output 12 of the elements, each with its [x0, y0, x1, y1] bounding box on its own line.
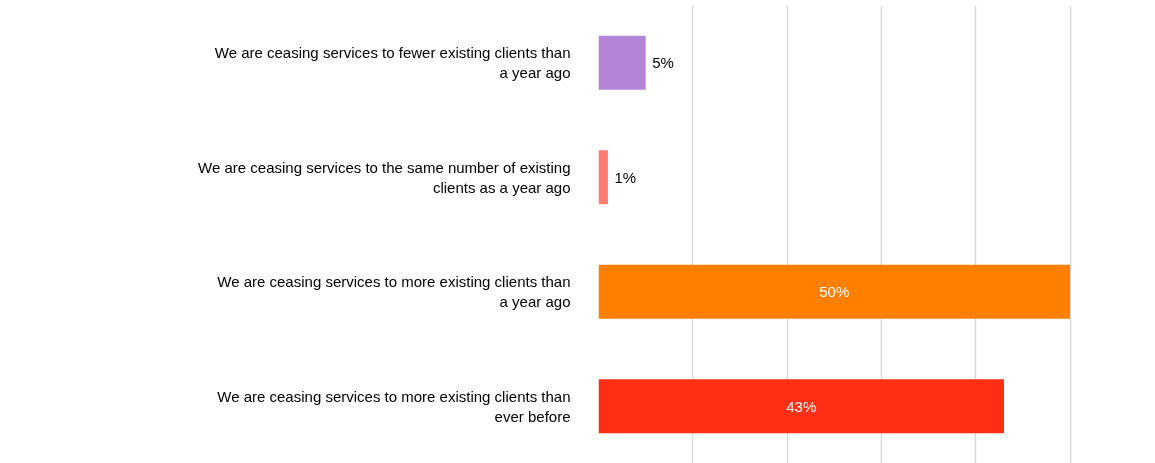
data-label: 43%: [786, 397, 817, 415]
y-tick-label: We are ceasing services to the same number of existing clients as a year ago: [198, 158, 571, 196]
y-tick-label: We are ceasing services to more existing clients than a year ago: [217, 273, 571, 311]
y-tick-label: We are ceasing services to more existing clients than ever before: [217, 387, 571, 425]
data-label: 5%: [652, 54, 674, 72]
bar: [598, 379, 1005, 434]
data-label: 1%: [614, 168, 637, 186]
bar: [598, 264, 1071, 319]
y-tick-label: We are ceasing services to fewer existing clients than a year ago: [214, 44, 571, 82]
bar: [598, 150, 608, 205]
bar: [598, 35, 646, 90]
data-label: 50%: [819, 283, 850, 301]
